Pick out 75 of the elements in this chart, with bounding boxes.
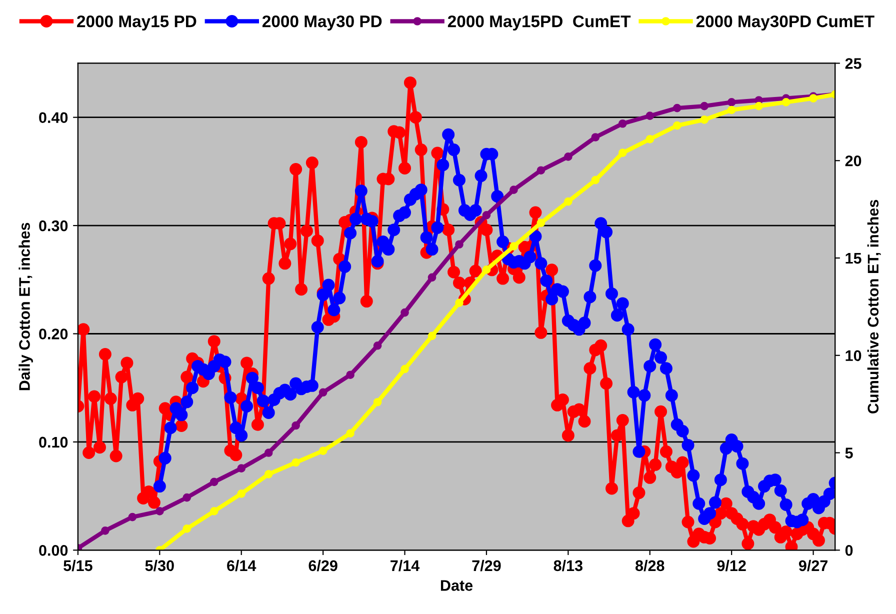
point [210, 507, 218, 516]
x-tick-label: 6/29 [308, 560, 338, 572]
point [564, 152, 572, 161]
y2-tick-label: 20 [845, 155, 862, 166]
y2-tick-label: 25 [845, 58, 862, 69]
point [373, 398, 382, 406]
x-tick-label: 5/30 [145, 560, 174, 572]
point [264, 470, 273, 478]
x-tick-label: 8/13 [554, 560, 582, 572]
point [591, 133, 600, 142]
point [591, 176, 600, 184]
x-tick-label: 5/15 [64, 560, 92, 572]
point [510, 242, 518, 250]
point [536, 166, 546, 175]
y-tick-label: 0.20 [39, 328, 68, 340]
point [428, 273, 436, 282]
point [455, 240, 464, 249]
point [455, 298, 464, 307]
y2-axis-title: Cumulative Cotton ET, inches [867, 200, 881, 414]
x-tick-label: 9/27 [798, 560, 828, 572]
point [672, 121, 682, 130]
y-tick-label: 0.40 [39, 112, 68, 124]
y2-tick-label: 5 [845, 448, 853, 458]
point [646, 135, 654, 144]
point [237, 489, 246, 498]
x-tick-label: 8/28 [635, 560, 664, 572]
y2-tick-label: 10 [846, 350, 862, 362]
point [101, 526, 110, 535]
y-tick-label: 0.10 [39, 436, 68, 448]
point [754, 102, 763, 110]
x-tick-label: 7/29 [472, 560, 501, 572]
point [292, 421, 300, 430]
point [700, 102, 709, 110]
point [373, 341, 382, 350]
point [182, 524, 192, 533]
point [727, 98, 736, 106]
x-tick-label: 6/14 [227, 560, 256, 572]
point [428, 332, 436, 340]
point [155, 507, 164, 516]
y-axis-title: Daily Cotton ET, inches [18, 222, 33, 390]
legend-label: 2000 May30 PD [262, 15, 382, 31]
point [182, 493, 192, 502]
point [618, 148, 627, 157]
y-tick-label: 0.30 [39, 220, 68, 232]
point [346, 429, 354, 438]
legend-label: 2000 May15 PD [77, 15, 196, 31]
point [292, 458, 300, 467]
point [482, 210, 491, 220]
legend-label: 2000 May15PD CumET [448, 15, 631, 31]
point [510, 186, 518, 194]
point [700, 116, 709, 124]
point [400, 364, 409, 374]
point [128, 512, 137, 522]
point [646, 112, 654, 120]
point [400, 308, 409, 317]
point [264, 448, 273, 457]
point [618, 119, 627, 128]
point [536, 218, 546, 228]
x-tick-label: 7/14 [390, 560, 420, 572]
x-tick-label: 9/12 [717, 560, 746, 572]
point [782, 98, 790, 106]
point [672, 104, 682, 112]
point [482, 266, 491, 274]
y-tick-label: 0.00 [39, 545, 68, 556]
x-axis-title: Date [440, 580, 473, 591]
point [346, 370, 354, 380]
y2-tick-label: 15 [846, 253, 862, 264]
legend-label: 2000 May30PD CumET [696, 15, 874, 31]
y2-tick-label: 0 [845, 545, 853, 556]
point [318, 446, 328, 455]
point [318, 388, 328, 397]
point [564, 197, 572, 206]
point [727, 106, 736, 114]
point [210, 478, 218, 486]
point [237, 464, 246, 473]
